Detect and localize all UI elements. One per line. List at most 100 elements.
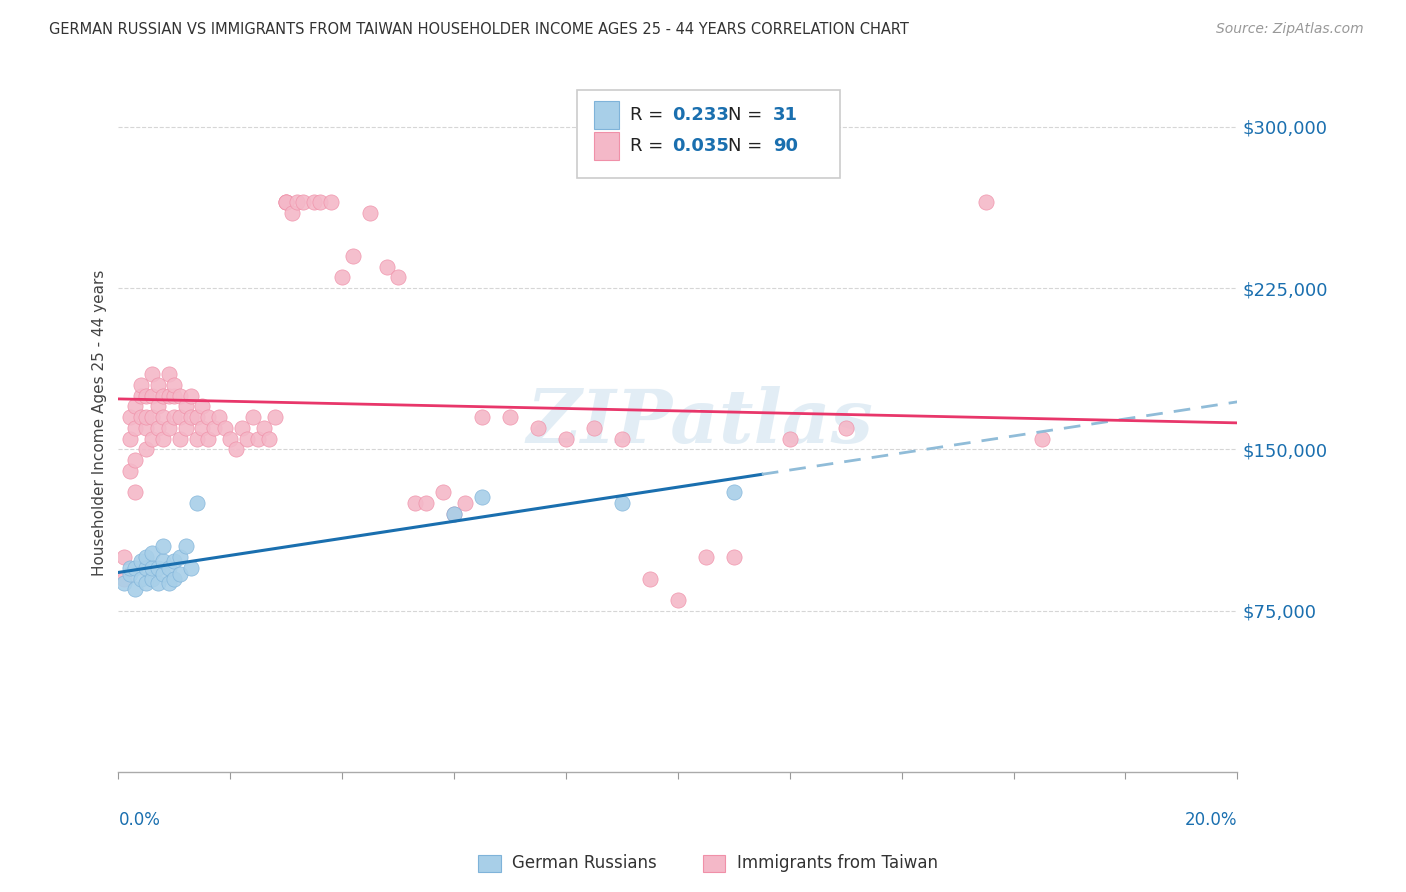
Point (610, 496, 633, 510)
Point (186, 432, 208, 446)
Point (118, 410, 141, 425)
Point (186, 410, 208, 425)
Point (124, 453, 146, 467)
Point (135, 575, 157, 590)
Point (443, 507, 465, 521)
Text: Immigrants from Taiwan: Immigrants from Taiwan (737, 855, 938, 872)
Point (253, 421, 276, 435)
Bar (593, 101, 619, 129)
Point (225, 442, 247, 457)
Point (129, 389, 152, 403)
Point (152, 389, 174, 403)
Point (214, 421, 236, 435)
Text: 31: 31 (773, 106, 799, 124)
Point (287, 195, 309, 210)
Point (112, 549, 135, 564)
Point (118, 561, 141, 575)
Point (157, 561, 180, 575)
Text: 0.035: 0.035 (672, 137, 730, 155)
Point (471, 410, 494, 425)
Point (835, 421, 858, 435)
Point (141, 389, 163, 403)
Point (454, 496, 477, 510)
Point (135, 561, 157, 575)
Point (124, 485, 146, 500)
Point (186, 496, 208, 510)
Text: German Russians: German Russians (512, 855, 657, 872)
Point (118, 464, 141, 478)
Point (141, 410, 163, 425)
Point (197, 432, 219, 446)
Point (129, 410, 152, 425)
Point (638, 572, 661, 586)
Point (276, 195, 298, 210)
Point (304, 195, 326, 210)
Point (124, 400, 146, 414)
Point (180, 561, 202, 575)
Point (169, 389, 191, 403)
Point (415, 496, 437, 510)
Point (375, 260, 398, 274)
Point (555, 432, 578, 446)
Point (191, 421, 214, 435)
Point (152, 539, 174, 553)
Point (146, 561, 169, 575)
Point (141, 432, 163, 446)
Point (432, 485, 454, 500)
Point (129, 572, 152, 586)
Point (202, 421, 225, 435)
Point (308, 195, 330, 210)
Point (695, 549, 717, 564)
Point (163, 378, 186, 392)
Point (264, 410, 287, 425)
Point (169, 567, 191, 582)
Point (141, 546, 163, 560)
Point (141, 367, 163, 381)
Point (141, 561, 163, 575)
Point (208, 410, 231, 425)
Point (404, 496, 426, 510)
Point (152, 432, 174, 446)
Text: Source: ZipAtlas.com: Source: ZipAtlas.com (1216, 22, 1364, 37)
Point (180, 410, 202, 425)
Point (146, 400, 169, 414)
Point (169, 432, 191, 446)
Point (1031, 432, 1053, 446)
Point (610, 432, 633, 446)
Point (219, 432, 242, 446)
Point (174, 421, 197, 435)
Point (163, 389, 186, 403)
Point (157, 421, 180, 435)
Point (163, 572, 186, 586)
Point (471, 490, 494, 504)
Text: R =: R = (630, 137, 669, 155)
Point (118, 567, 141, 582)
Point (141, 572, 163, 586)
Point (292, 195, 315, 210)
Point (527, 421, 550, 435)
Point (281, 206, 304, 220)
Y-axis label: Householder Income Ages 25 - 44 years: Householder Income Ages 25 - 44 years (93, 269, 107, 575)
Point (359, 206, 381, 220)
Point (666, 593, 689, 607)
Point (723, 549, 745, 564)
Point (118, 432, 141, 446)
Point (146, 378, 169, 392)
Text: 90: 90 (773, 137, 799, 155)
Point (157, 367, 180, 381)
Point (157, 575, 180, 590)
Point (129, 554, 152, 568)
Text: R =: R = (630, 106, 669, 124)
Point (169, 410, 191, 425)
Point (342, 249, 364, 263)
Point (236, 432, 259, 446)
Point (157, 389, 180, 403)
Point (129, 378, 152, 392)
Point (169, 549, 191, 564)
Point (197, 410, 219, 425)
Point (146, 421, 169, 435)
Point (135, 421, 157, 435)
Point (112, 572, 135, 586)
Point (242, 410, 264, 425)
Point (152, 554, 174, 568)
